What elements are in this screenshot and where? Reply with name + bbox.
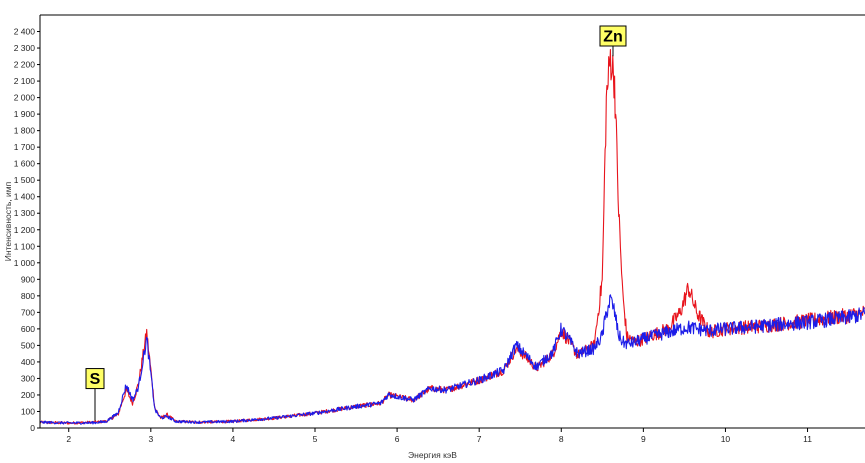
- x-tick-label: 3: [148, 434, 153, 444]
- x-tick-label: 7: [477, 434, 482, 444]
- peak-label-box: [85, 368, 105, 390]
- x-axis-title: Энергия кэВ: [408, 450, 457, 460]
- x-tick-label: 8: [559, 434, 564, 444]
- y-tick-label: 1 500: [14, 175, 36, 185]
- peak-label-text: Zn: [603, 29, 623, 46]
- annotation-layer: S Zn: [85, 25, 627, 421]
- x-tick-label: 9: [641, 434, 646, 444]
- axes-layer: [39, 14, 865, 429]
- y-tick-label: 700: [21, 307, 35, 317]
- y-tick-label: 2 200: [14, 60, 36, 70]
- y-tick-label: 200: [21, 390, 35, 400]
- peak-label-text: S: [90, 371, 101, 388]
- x-tick-label: 11: [803, 434, 812, 444]
- series-line-blue: [39, 294, 865, 425]
- series-layer: [39, 48, 865, 425]
- y-tick-label: 600: [21, 324, 35, 334]
- x-tick-label: 6: [395, 434, 400, 444]
- x-tick-label: 10: [721, 434, 731, 444]
- y-tick-label: 1 000: [14, 258, 36, 268]
- y-tick-label: 300: [21, 373, 35, 383]
- y-tick-label: 400: [21, 357, 35, 367]
- peak-label-zn: Zn: [599, 25, 627, 57]
- x-axis-ticks: 2 3 4 5 6 7 8 9 10 11: [66, 428, 812, 444]
- y-tick-label: 1 200: [14, 225, 36, 235]
- y-axis-ticks: 0 100 200 300 400 500 600 700 800 900 1 000 1 100 1 …: [14, 27, 40, 433]
- y-tick-label: 2 000: [14, 93, 36, 103]
- y-tick-label: 2 300: [14, 43, 36, 53]
- y-tick-label: 2 400: [14, 27, 36, 37]
- series-line-red: [39, 48, 865, 425]
- y-tick-label: 1 700: [14, 142, 36, 152]
- y-tick-label: 900: [21, 274, 35, 284]
- y-tick-label: 2 100: [14, 76, 36, 86]
- y-tick-label: 1 400: [14, 192, 36, 202]
- y-axis-title: Интенсивность, имп: [3, 181, 13, 261]
- x-tick-label: 5: [313, 434, 318, 444]
- y-tick-label: 0: [30, 423, 35, 433]
- y-tick-label: 1 900: [14, 109, 36, 119]
- y-tick-label: 1 100: [14, 241, 36, 251]
- y-tick-label: 1 600: [14, 159, 36, 169]
- y-tick-label: 100: [21, 406, 35, 416]
- y-tick-label: 800: [21, 291, 35, 301]
- x-tick-label: 2: [66, 434, 71, 444]
- y-tick-label: 1 300: [14, 208, 36, 218]
- peak-label-s: S: [85, 368, 105, 421]
- y-tick-label: 1 800: [14, 126, 36, 136]
- peak-label-box: [599, 25, 627, 47]
- y-tick-label: 500: [21, 340, 35, 350]
- x-tick-label: 4: [231, 434, 236, 444]
